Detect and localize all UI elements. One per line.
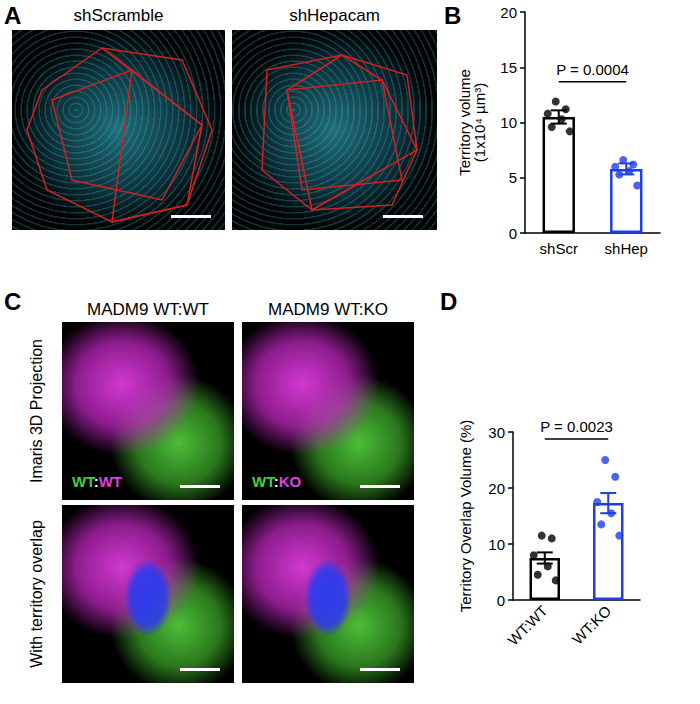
html-text:D: D [440, 288, 458, 315]
svg-text:(1x10⁴ µm³): (1x10⁴ µm³) [471, 83, 488, 162]
html-text:WT: KO: WT: KO [252, 473, 302, 490]
svg-text:shScr: shScr [540, 240, 578, 257]
html-text:Imaris 3D Projection: Imaris 3D Projection [28, 339, 45, 483]
svg-text:10: 10 [488, 536, 505, 553]
svg-text:WT:WT: WT:WT [504, 602, 551, 649]
html-text:MADM9 WT:WT: MADM9 WT:WT [87, 300, 209, 319]
svg-text:0: 0 [509, 225, 517, 242]
html-text:A: A [4, 2, 22, 29]
html-text:C: C [4, 288, 22, 315]
svg-text:Territory volume: Territory volume [456, 69, 473, 176]
svg-text:10: 10 [500, 114, 517, 131]
svg-text:P = 0.0023: P = 0.0023 [540, 418, 613, 435]
svg-text:WT:KO: WT:KO [569, 602, 615, 648]
html-text:shHepacam: shHepacam [289, 6, 380, 25]
svg-text:Territory Overlap Volume (%): Territory Overlap Volume (%) [457, 420, 474, 613]
svg-text:15: 15 [500, 59, 517, 76]
svg-text:P = 0.0004: P = 0.0004 [556, 61, 629, 78]
svg-text:20: 20 [488, 480, 505, 497]
html-text:MADM9 WT:KO: MADM9 WT:KO [268, 300, 388, 319]
svg-text:shHep: shHep [605, 240, 648, 257]
svg-text:0: 0 [497, 592, 505, 609]
html-text:B: B [444, 2, 462, 29]
svg-text:30: 30 [488, 424, 505, 441]
html-text:With territory overlap: With territory overlap [28, 520, 45, 668]
html-text:shScramble: shScramble [73, 6, 164, 25]
svg-text:5: 5 [509, 169, 517, 186]
html-text:WT: WT: WT: WT [72, 473, 122, 490]
svg-text:20: 20 [500, 4, 517, 21]
